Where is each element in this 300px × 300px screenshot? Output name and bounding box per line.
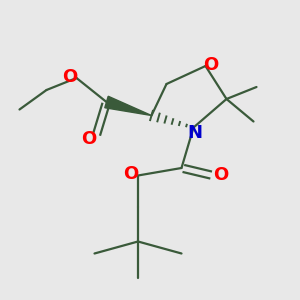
Text: O: O — [62, 68, 77, 85]
Text: O: O — [123, 165, 138, 183]
Polygon shape — [105, 96, 152, 116]
Text: O: O — [203, 56, 218, 74]
Text: N: N — [188, 124, 202, 142]
Text: O: O — [213, 167, 228, 184]
Text: O: O — [81, 130, 96, 148]
